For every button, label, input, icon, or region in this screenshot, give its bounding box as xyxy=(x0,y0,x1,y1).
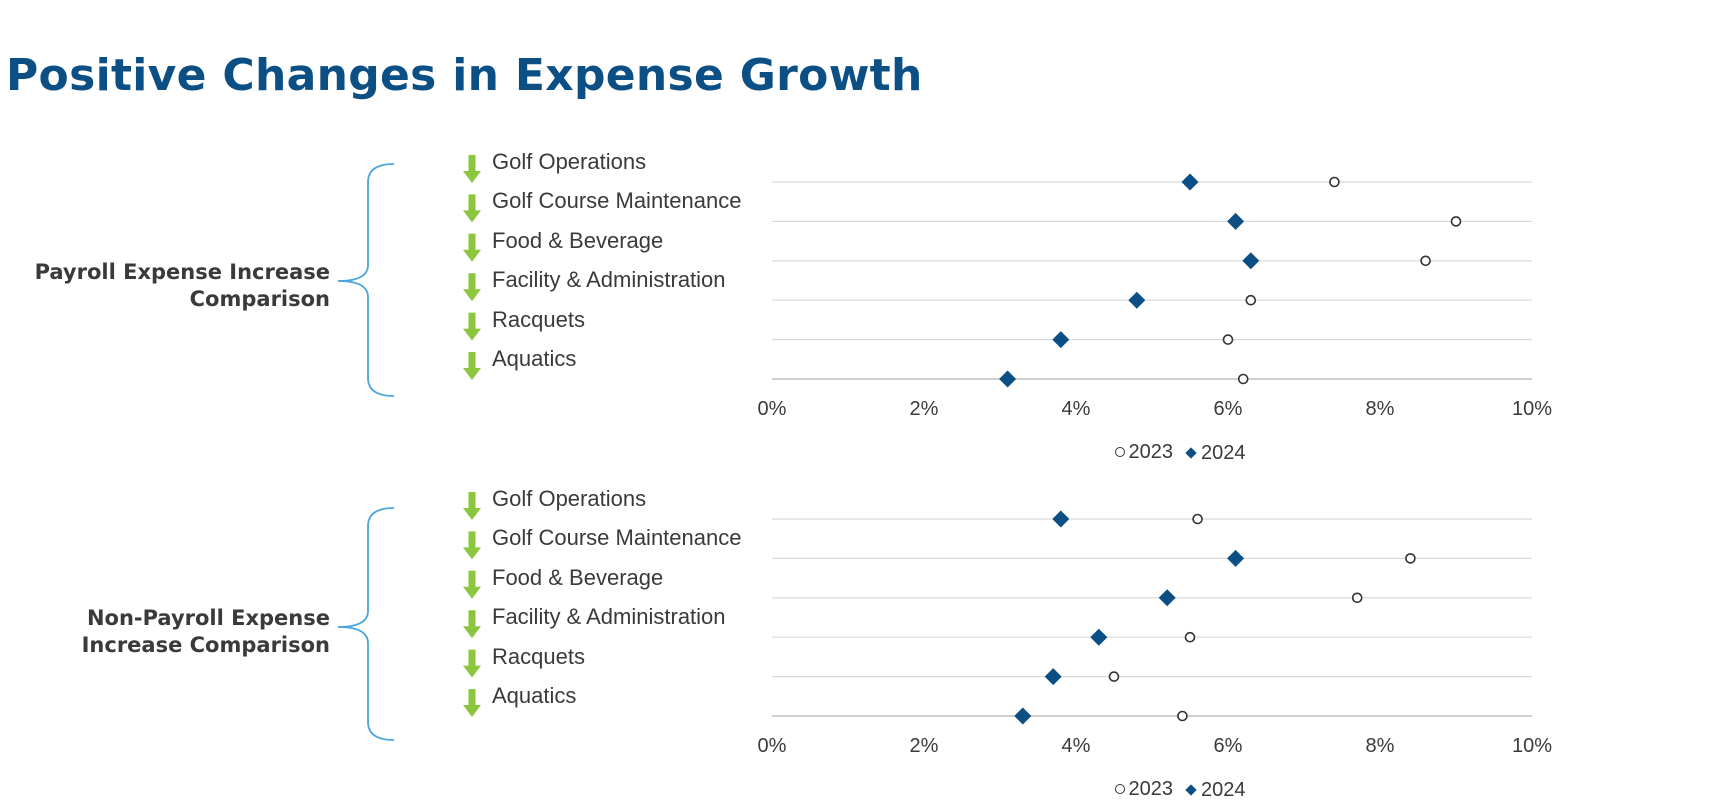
down-arrow-icon xyxy=(463,531,481,560)
data-point-2023 xyxy=(1351,592,1363,604)
category-label: Golf Course Maintenance xyxy=(492,188,742,214)
down-arrow-icon xyxy=(463,233,481,262)
data-point-2023 xyxy=(1245,294,1257,306)
category-label: Golf Course Maintenance xyxy=(492,525,742,551)
x-tick-label: 4% xyxy=(1061,735,1091,757)
x-tick-label: 0% xyxy=(757,398,787,420)
legend-item: 2023 xyxy=(1114,441,1174,463)
category-label: Food & Beverage xyxy=(492,227,664,253)
data-point-2024 xyxy=(1052,331,1070,349)
category-label: Aquatics xyxy=(492,683,577,708)
legend-item: 2024 xyxy=(1177,442,1246,464)
down-arrow-icon xyxy=(463,352,481,380)
down-arrow-icon xyxy=(463,649,481,678)
data-point-2024 xyxy=(1128,291,1146,309)
down-arrow-icon xyxy=(463,570,481,599)
x-tick-label: 2% xyxy=(909,735,939,757)
legend-label: 2023 xyxy=(1128,778,1174,800)
legend-diamond-marker xyxy=(1185,784,1197,796)
category-label: Aquatics xyxy=(492,346,577,371)
data-point-2023 xyxy=(1450,216,1462,227)
legend: 2023 2024 xyxy=(1060,440,1300,464)
legend: 2023 2024 xyxy=(1060,777,1300,801)
legend-circle-marker xyxy=(1114,447,1125,457)
down-arrow-icon xyxy=(463,273,481,302)
category-label: Racquets xyxy=(492,643,585,669)
legend-diamond-marker xyxy=(1185,447,1197,459)
data-point-2024 xyxy=(1181,173,1199,191)
data-point-2024 xyxy=(1242,252,1260,270)
x-tick-label: 6% xyxy=(1213,735,1243,757)
x-tick-label: 4% xyxy=(1061,398,1091,420)
data-point-2023 xyxy=(1108,671,1120,682)
x-tick-label: 8% xyxy=(1365,398,1395,420)
x-tick-label: 0% xyxy=(757,735,787,757)
legend-item: 2024 xyxy=(1177,779,1246,801)
data-point-2023 xyxy=(1192,513,1203,525)
group-label: Non-Payroll Expense Increase Comparison xyxy=(81,606,330,657)
data-point-2024 xyxy=(1044,668,1062,686)
data-point-2024 xyxy=(1227,212,1245,230)
down-arrow-icon xyxy=(463,492,481,520)
page-title: Positive Changes in Expense Growth xyxy=(6,50,923,101)
legend-item: 2023 xyxy=(1114,778,1174,800)
data-point-2024 xyxy=(1014,707,1032,725)
legend-label: 2023 xyxy=(1128,441,1174,463)
x-tick-label: 10% xyxy=(1511,735,1553,757)
group-label: Payroll Expense Increase Comparison xyxy=(34,260,330,311)
down-arrow-icon xyxy=(463,194,481,223)
category-label: Golf Operations xyxy=(492,149,647,174)
data-point-2023 xyxy=(1329,176,1340,188)
data-point-2023 xyxy=(1237,373,1249,385)
data-point-2024 xyxy=(1090,628,1108,646)
category-label: Facility & Administration xyxy=(492,267,726,293)
category-label: Food & Beverage xyxy=(492,564,664,590)
data-point-2024 xyxy=(999,370,1017,388)
category-label: Facility & Administration xyxy=(492,604,726,630)
data-point-2024 xyxy=(1052,510,1070,528)
legend-label: 2024 xyxy=(1201,779,1246,801)
data-point-2023 xyxy=(1222,334,1234,345)
curly-brace-icon xyxy=(337,163,395,397)
data-point-2024 xyxy=(1227,549,1245,567)
down-arrow-icon xyxy=(463,689,481,717)
x-tick-label: 6% xyxy=(1213,398,1243,420)
data-point-2023 xyxy=(1184,631,1196,643)
x-tick-label: 10% xyxy=(1511,398,1553,420)
legend-circle-marker xyxy=(1114,784,1125,794)
x-tick-label: 8% xyxy=(1365,735,1395,757)
data-point-2024 xyxy=(1158,589,1176,607)
category-label: Racquets xyxy=(492,306,585,332)
down-arrow-icon xyxy=(463,610,481,639)
down-arrow-icon xyxy=(463,312,481,341)
down-arrow-icon xyxy=(463,155,481,183)
category-label: Golf Operations xyxy=(492,486,647,511)
data-point-2023 xyxy=(1177,710,1188,722)
x-tick-label: 2% xyxy=(909,398,939,420)
curly-brace-icon xyxy=(337,507,395,741)
data-point-2023 xyxy=(1405,553,1416,564)
data-point-2023 xyxy=(1420,255,1431,267)
legend-label: 2024 xyxy=(1201,442,1246,464)
